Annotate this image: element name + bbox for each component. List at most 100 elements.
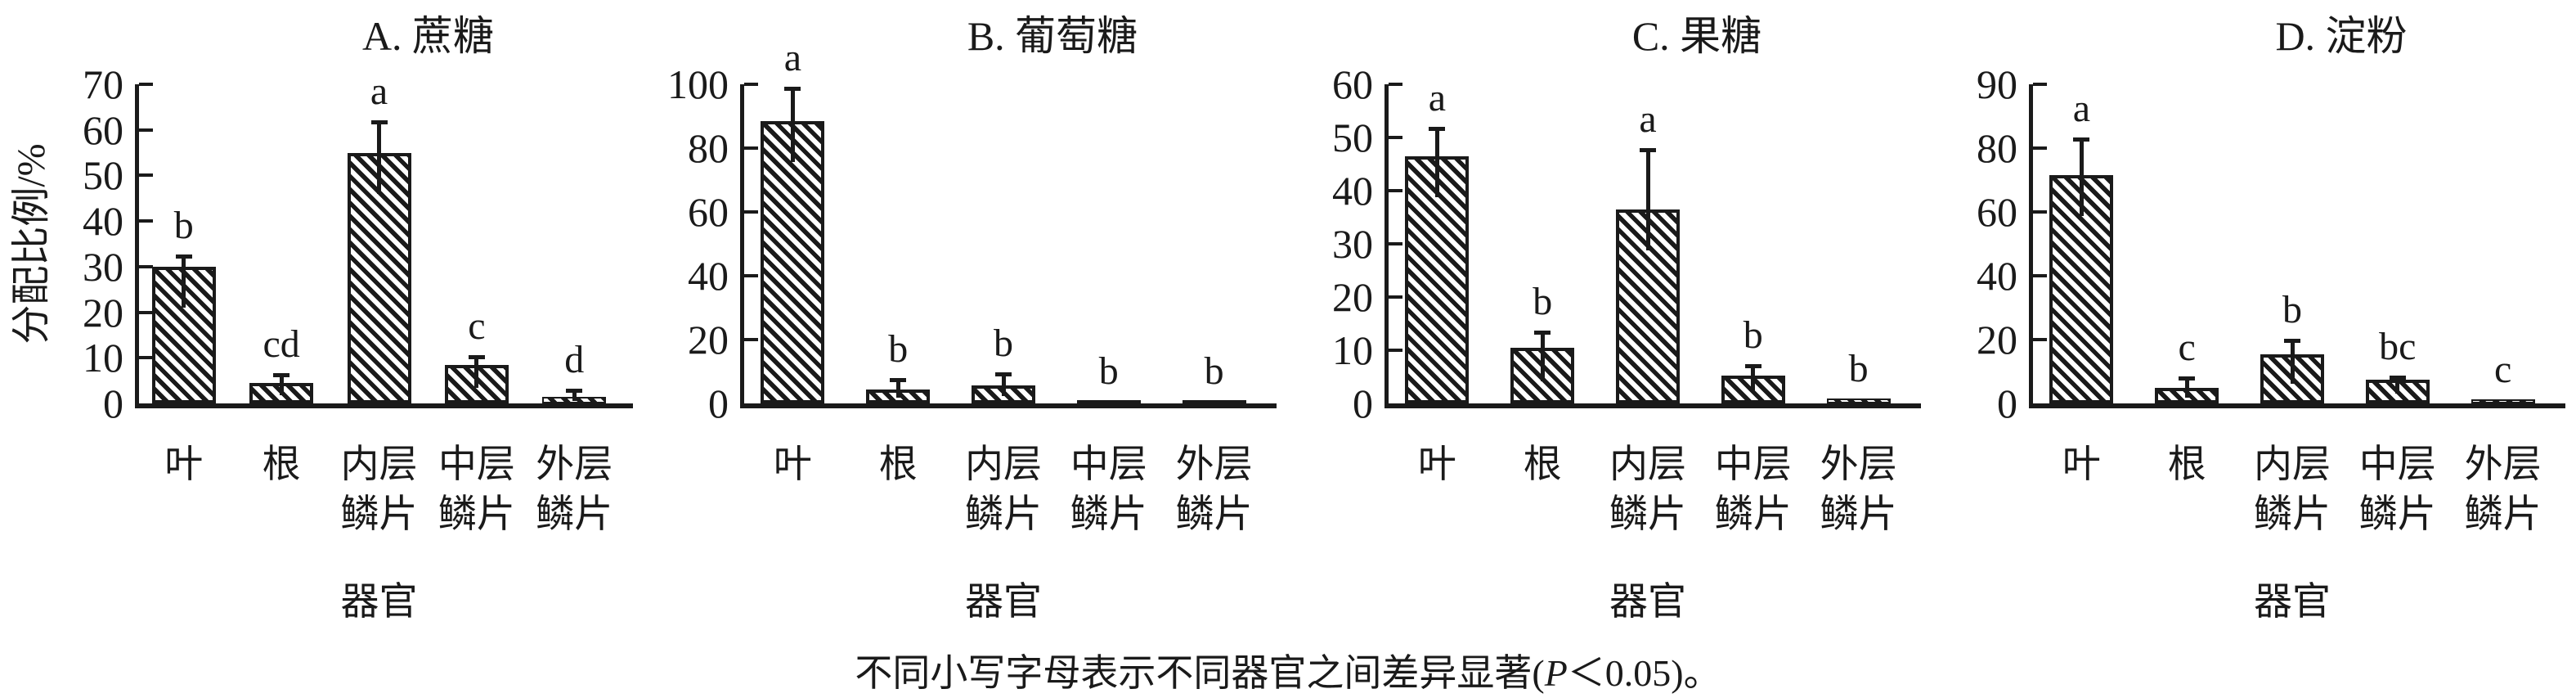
- error-bar-cap: [2389, 375, 2406, 380]
- x-category-label: 外层 鳞片: [536, 444, 613, 537]
- figure-footnote: 不同小写字母表示不同器官之间差异显著(P＜0.05)。: [0, 643, 2576, 697]
- x-axis-title: 器官: [965, 581, 1042, 624]
- error-bar-cap: [2179, 376, 2196, 381]
- sig-letter: b: [1848, 347, 1869, 391]
- y-tick-label: 50: [83, 152, 123, 199]
- footnote-text-pre: 不同小写字母表示不同器官之间差异显著(: [855, 652, 1545, 694]
- chart-panel-a: A. 蔗糖 分配比例/% b cd a c d 器官 0 10 20 30 40 50 60 70 叶根…: [0, 0, 644, 624]
- y-tick-mark: [2033, 210, 2047, 214]
- y-tick-label: 40: [1977, 253, 2017, 299]
- plot-area: b cd a c d: [135, 71, 633, 408]
- x-category-label: 根: [262, 444, 301, 486]
- sig-letter: b: [1098, 349, 1119, 393]
- plot-area: a c b bc c: [2029, 83, 2565, 408]
- y-tick-mark: [139, 173, 153, 178]
- y-tick-mark: [2033, 146, 2047, 150]
- y-tick-label: 90: [1977, 61, 2017, 107]
- y-tick-mark: [2033, 83, 2047, 86]
- y-tick-mark: [2033, 274, 2047, 277]
- y-tick-mark: [139, 310, 153, 314]
- x-category-label: 外层 鳞片: [1175, 444, 1253, 537]
- panel-title: A. 蔗糖: [361, 13, 495, 59]
- y-tick-label: 30: [1332, 221, 1373, 267]
- panel-title: B. 葡萄糖: [967, 13, 1138, 59]
- y-tick-label: 80: [688, 125, 729, 171]
- y-tick-mark: [139, 128, 153, 132]
- error-bar-cap: [2073, 137, 2090, 142]
- x-category-label: 外层 鳞片: [2464, 444, 2542, 537]
- y-tick-mark: [1389, 349, 1402, 352]
- y-tick-label: 60: [1977, 189, 2017, 235]
- error-bar-cap: [175, 254, 192, 259]
- error-bar-cap: [1429, 127, 1446, 132]
- plot-area: a b b b b: [740, 38, 1277, 408]
- error-bar-cap: [784, 86, 801, 91]
- error-bar: [1001, 372, 1006, 397]
- x-category-label: 叶: [1417, 444, 1456, 486]
- y-axis-line: [2029, 84, 2033, 403]
- sig-letter: b: [994, 321, 1013, 365]
- y-tick-mark: [744, 83, 758, 86]
- sig-letter: bc: [2379, 324, 2417, 368]
- bar: [347, 152, 411, 403]
- y-tick-mark: [1389, 242, 1402, 245]
- error-bar-cap: [468, 354, 485, 359]
- bar: [1826, 399, 1891, 403]
- x-axis-title: 器官: [2254, 581, 2331, 624]
- x-category-label: 内层 鳞片: [1609, 444, 1686, 537]
- x-category-label: 内层 鳞片: [2254, 444, 2331, 537]
- error-bar-cap: [273, 372, 290, 377]
- y-axis-line: [135, 84, 139, 403]
- panel-title: C. 果糖: [1631, 13, 1762, 59]
- sig-letter: a: [783, 35, 802, 79]
- y-tick-label: 60: [688, 189, 729, 235]
- error-bar: [474, 355, 479, 389]
- y-tick-mark: [1389, 295, 1402, 299]
- x-axis-line: [1384, 403, 1921, 408]
- x-category-label: 内层 鳞片: [965, 444, 1042, 537]
- error-bar: [182, 254, 186, 308]
- y-tick-label: 20: [688, 317, 729, 363]
- sig-letter: b: [2282, 288, 2302, 331]
- chart-panel-c: C. 果糖 a b a b b 器官 0 10 20 30 40 50 60 叶 根 内层 鳞片 中层 鳞片…: [1288, 0, 1932, 624]
- sig-letter: a: [2072, 87, 2091, 131]
- error-bar: [279, 373, 284, 395]
- error-bar: [1645, 149, 1650, 250]
- y-tick-mark: [744, 338, 758, 341]
- x-category-label: 根: [2167, 444, 2206, 486]
- sig-letter: b: [173, 203, 194, 247]
- y-tick-label: 20: [1332, 274, 1373, 320]
- x-category-label: 叶: [164, 444, 204, 486]
- footnote-text-post: ＜0.05)。: [1567, 652, 1721, 694]
- plot-area: a b a b b: [1384, 79, 1921, 408]
- bar: [1182, 400, 1246, 403]
- bar: [1405, 155, 1470, 403]
- y-tick-mark: [1389, 136, 1402, 139]
- sig-letter: c: [2493, 348, 2512, 392]
- y-tick-label: 100: [667, 61, 729, 107]
- sig-letter: c: [468, 304, 486, 348]
- error-bar-cap: [995, 372, 1012, 376]
- y-tick-label: 0: [1353, 381, 1373, 426]
- y-tick-mark: [744, 146, 758, 150]
- error-bar-cap: [1640, 148, 1656, 153]
- sig-letter: a: [1639, 97, 1657, 142]
- sig-letter: c: [2178, 325, 2196, 369]
- sig-letter: cd: [263, 322, 300, 366]
- y-tick-mark: [139, 264, 153, 268]
- y-tick-label: 10: [83, 335, 123, 381]
- y-axis-line: [740, 84, 744, 403]
- x-category-label: 叶: [2062, 444, 2101, 486]
- sig-letter: b: [888, 326, 909, 371]
- error-bar: [895, 378, 900, 399]
- error-bar: [1540, 331, 1545, 381]
- y-tick-label: 30: [83, 243, 123, 290]
- y-tick-mark: [139, 219, 153, 223]
- error-bar: [1434, 128, 1439, 197]
- x-category-label: 中层 鳞片: [438, 444, 515, 537]
- error-bar-cap: [2284, 339, 2300, 343]
- error-bar-cap: [370, 119, 388, 124]
- y-tick-label: 0: [103, 381, 123, 426]
- y-tick-label: 20: [1977, 317, 2017, 363]
- bar: [1076, 400, 1141, 403]
